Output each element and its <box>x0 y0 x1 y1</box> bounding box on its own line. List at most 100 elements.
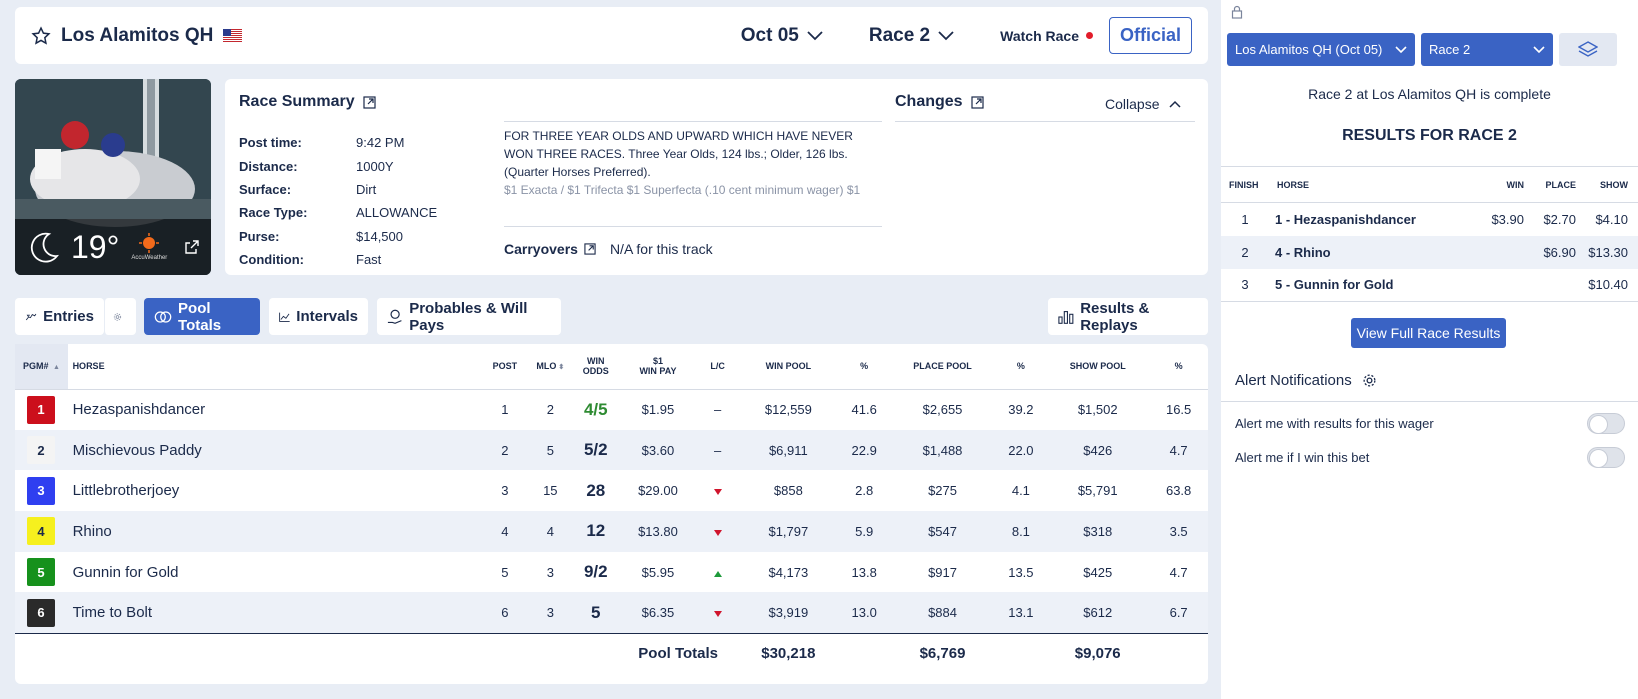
place-pool: $917 <box>928 564 957 580</box>
col-show-pool[interactable]: SHOW POOL <box>1046 344 1150 390</box>
tab-probables[interactable]: Probables & Will Pays <box>377 298 561 335</box>
field-label: Surface: <box>239 181 292 197</box>
table-row[interactable]: 6 Time to Bolt 6 3 5 $6.35 $3,919 13.0 $884 13.1 $… <box>15 592 1208 634</box>
entries-settings-button[interactable] <box>104 298 136 335</box>
collapse-button[interactable]: Collapse <box>1105 96 1182 112</box>
col-win-odds[interactable]: WIN ODDS <box>573 344 619 390</box>
col-place-pool[interactable]: PLACE POOL <box>889 344 996 390</box>
col-horse[interactable]: HORSE <box>67 344 483 390</box>
col-pgm[interactable]: PGM# ▲ <box>15 344 68 390</box>
col-win-odds-label-1: WIN <box>587 356 605 367</box>
win-pool: $1,797 <box>768 523 809 539</box>
table-row[interactable]: 2 Mischievous Paddy 2 5 5/2 $3.60 – $6,911 22.9 $… <box>15 429 1208 471</box>
star-icon[interactable] <box>31 25 51 46</box>
win-pool-pct: 13.0 <box>851 605 877 621</box>
col-mlo[interactable]: MLO ⬍ <box>527 344 574 390</box>
chevron-up-icon <box>1169 100 1182 108</box>
post-position: 2 <box>501 442 509 458</box>
tab-intervals[interactable]: Intervals <box>269 298 368 335</box>
win-pay: $1.95 <box>641 402 675 418</box>
date-dropdown[interactable]: Oct 05 <box>741 25 823 47</box>
tab-results-replays[interactable]: Results & Replays <box>1048 298 1208 335</box>
show-pool-pct: 4.7 <box>1169 564 1188 580</box>
col-win-pay-label-1: $1 <box>652 356 663 367</box>
field-value: $14,500 <box>356 228 403 244</box>
line-chart-icon <box>279 312 290 322</box>
accuweather-logo: AccuWeather <box>131 233 167 261</box>
lock-icon[interactable] <box>1231 5 1243 19</box>
watch-race-button[interactable]: Watch Race <box>1000 28 1093 44</box>
alert-win-toggle[interactable] <box>1587 447 1625 468</box>
expand-icon <box>363 95 376 109</box>
view-full-results-button[interactable]: View Full Race Results <box>1351 318 1506 348</box>
col-win-pool[interactable]: WIN POOL <box>737 344 839 390</box>
place-pool-pct: 8.1 <box>1011 523 1030 539</box>
divider <box>1221 401 1638 402</box>
layers-button[interactable] <box>1559 33 1617 66</box>
table-row[interactable]: 5 Gunnin for Gold 5 3 9/2 $5.95 $4,173 13.8 $917… <box>15 552 1208 593</box>
expand-icon <box>970 95 984 109</box>
alert-results-row: Alert me with results for this wager <box>1235 413 1625 434</box>
col-place-pct[interactable]: % <box>995 344 1047 390</box>
win-odds: 12 <box>586 521 606 541</box>
win-odds: 9/2 <box>583 562 608 582</box>
horse-name[interactable]: Littlebrotherjoey <box>72 482 180 500</box>
place-pool: $884 <box>928 605 957 621</box>
odds-change: – <box>713 442 722 458</box>
official-badge[interactable]: Official <box>1108 17 1192 54</box>
col-win-pay[interactable]: $1 WIN PAY <box>618 344 698 390</box>
external-link-icon[interactable] <box>185 240 199 254</box>
morning-line-odds: 2 <box>546 402 554 418</box>
odds-change <box>697 592 737 633</box>
table-row[interactable]: 3 Littlebrotherjoey 3 15 28 $29.00 $858 2.8 $275… <box>15 470 1208 511</box>
place-payout <box>1534 268 1586 302</box>
race-info-row: Distance: 1000Y <box>239 154 437 177</box>
horse-name[interactable]: Hezaspanishdancer <box>72 401 206 419</box>
show-pool: $425 <box>1083 564 1113 580</box>
race-description-more: $1 Exacta / $1 Trifecta $1 Superfecta (.… <box>504 183 861 203</box>
carryovers-link[interactable]: Carryovers <box>504 241 596 257</box>
result-row: 2 4 - Rhino $6.90 $13.30 <box>1221 235 1638 269</box>
odds-change: – <box>713 402 722 418</box>
col-win: WIN <box>1479 166 1534 203</box>
col-win-pay-label-2: WIN PAY <box>639 366 677 377</box>
table-row[interactable]: 4 Rhino 4 4 12 $13.80 $1,797 5.9 $547 8.1 $318 3.5 <box>15 511 1208 552</box>
race-select[interactable]: Race 2 <box>1421 33 1553 66</box>
field-value: 1000Y <box>356 158 394 174</box>
alert-title: Alert Notifications <box>1235 372 1352 389</box>
col-show-pct[interactable]: % <box>1149 344 1208 390</box>
table-row[interactable]: 1 Hezaspanishdancer 1 2 4/5 $1.95 – $12,559 41.6… <box>15 389 1208 430</box>
empty-cell <box>15 632 619 674</box>
track-select[interactable]: Los Alamitos QH (Oct 05) <box>1227 33 1415 66</box>
horse-name[interactable]: Gunnin for Gold <box>72 563 179 581</box>
col-pgm-label: PGM# <box>23 361 49 372</box>
horse-name[interactable]: Time to Bolt <box>72 604 153 622</box>
tab-pool-totals[interactable]: Pool Totals <box>144 298 260 335</box>
horse-name[interactable]: Rhino <box>72 522 112 540</box>
result-row: 1 1 - Hezaspanishdancer $3.90 $2.70 $4.10 <box>1221 203 1638 236</box>
tab-probables-label: Probables & Will Pays <box>409 299 528 334</box>
race-dropdown[interactable]: Race 2 <box>869 25 954 47</box>
horse-icon <box>25 313 37 320</box>
program-number-badge: 2 <box>27 436 55 465</box>
horse-name[interactable]: Mischievous Paddy <box>72 441 202 459</box>
show-pool-pct: 3.5 <box>1169 523 1188 539</box>
post-position: 1 <box>501 402 509 418</box>
field-value: Fast <box>356 252 382 268</box>
bar-chart-icon <box>1058 310 1074 324</box>
col-win-pct[interactable]: % <box>838 344 890 390</box>
field-label: Condition: <box>239 252 304 268</box>
col-lc[interactable]: L/C <box>697 344 738 390</box>
race-summary-title[interactable]: Race Summary <box>239 93 376 111</box>
col-win-odds-label-2: ODDS <box>582 366 609 377</box>
show-pool: $426 <box>1083 442 1113 458</box>
changes-title[interactable]: Changes <box>895 93 984 111</box>
gear-icon[interactable] <box>1362 373 1377 388</box>
tab-entries[interactable]: Entries <box>15 298 104 335</box>
col-post[interactable]: POST <box>482 344 528 390</box>
win-pay: $5.95 <box>641 564 675 580</box>
odds-change <box>697 470 737 511</box>
alert-results-toggle[interactable] <box>1587 413 1625 434</box>
morning-line-odds: 3 <box>546 564 554 580</box>
